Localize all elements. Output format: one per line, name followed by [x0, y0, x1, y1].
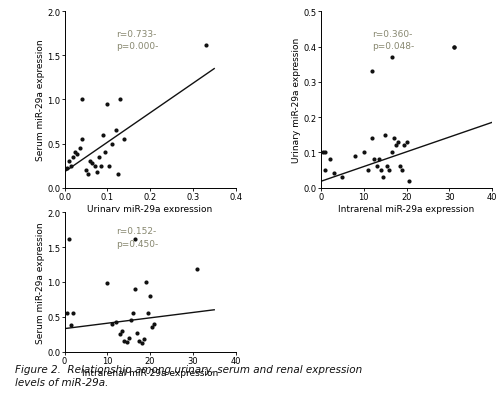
Point [142, 279, 150, 285]
Point [129, 310, 137, 317]
Point [319, 150, 327, 156]
Point [97, 163, 105, 169]
Point [403, 139, 411, 146]
Point [386, 167, 394, 174]
Point [401, 143, 409, 149]
Point [76, 145, 83, 152]
Point [116, 97, 124, 103]
Point [63, 166, 71, 172]
Point [148, 324, 156, 330]
Point [90, 163, 98, 169]
X-axis label: Urinary miR-29a expression: Urinary miR-29a expression [87, 204, 213, 213]
Point [140, 336, 148, 342]
Point [450, 44, 458, 51]
Point [377, 167, 385, 174]
Point [381, 132, 389, 139]
Point [450, 44, 458, 51]
Point [351, 153, 359, 160]
Point [330, 171, 338, 178]
Point [138, 340, 146, 347]
Point [360, 150, 368, 156]
Point [368, 69, 376, 75]
Point [65, 236, 73, 243]
Point [338, 174, 346, 181]
Point [375, 157, 383, 163]
Point [112, 128, 120, 134]
Point [405, 178, 413, 184]
Point [72, 150, 80, 156]
Point [78, 137, 85, 143]
Point [133, 330, 141, 336]
Point [63, 310, 71, 317]
Point [69, 310, 77, 317]
Point [65, 158, 73, 165]
Point [364, 167, 372, 174]
Point [88, 160, 96, 167]
Point [144, 310, 152, 317]
Point [105, 163, 113, 169]
Y-axis label: Serum miR-29a expression: Serum miR-29a expression [36, 222, 45, 343]
Point [388, 150, 396, 156]
Point [108, 321, 116, 327]
Text: r=0.733-
p=0.000-: r=0.733- p=0.000- [116, 30, 158, 51]
Text: r=0.152-
p=0.450-: r=0.152- p=0.450- [116, 227, 158, 248]
Point [67, 163, 75, 169]
Point [326, 157, 333, 163]
Point [114, 172, 122, 178]
Point [108, 141, 116, 147]
Text: r=0.360-
p=0.048-: r=0.360- p=0.048- [372, 30, 414, 51]
Point [368, 136, 376, 142]
Point [322, 150, 330, 156]
Point [86, 158, 94, 165]
Point [67, 322, 75, 328]
Point [371, 157, 379, 163]
Point [193, 266, 201, 273]
Point [116, 331, 124, 338]
Point [95, 154, 103, 161]
Point [131, 236, 139, 243]
X-axis label: Intrarenal miR-29a expression: Intrarenal miR-29a expression [82, 368, 218, 377]
Point [322, 167, 330, 174]
Point [202, 43, 210, 49]
Point [388, 55, 396, 61]
Point [396, 164, 404, 170]
Point [125, 335, 133, 341]
Point [135, 338, 144, 344]
Point [74, 151, 82, 158]
Point [118, 328, 126, 334]
Point [82, 167, 90, 174]
Point [120, 137, 128, 143]
Point [398, 167, 406, 174]
Point [92, 169, 100, 175]
Point [127, 317, 135, 324]
Point [392, 143, 400, 149]
Point [103, 101, 111, 108]
Point [99, 132, 107, 139]
Point [390, 136, 398, 142]
Point [78, 97, 85, 103]
Y-axis label: Serum miR-29a expression: Serum miR-29a expression [36, 40, 45, 161]
Point [394, 139, 402, 146]
X-axis label: Intrarenal miR-29a expression: Intrarenal miR-29a expression [338, 204, 475, 213]
Point [103, 280, 111, 287]
Point [120, 338, 128, 344]
Point [101, 150, 109, 156]
Point [383, 164, 391, 170]
Point [123, 339, 131, 345]
Y-axis label: Urinary miR-29a expression: Urinary miR-29a expression [292, 38, 301, 163]
Point [146, 293, 154, 299]
Point [131, 286, 139, 292]
Text: Figure 2.  Relationship among urinary, serum and renal expression
levels of miR-: Figure 2. Relationship among urinary, se… [15, 364, 362, 387]
Point [112, 319, 120, 326]
Point [379, 174, 387, 181]
Point [84, 172, 92, 178]
Point [151, 321, 159, 327]
Point [373, 164, 381, 170]
Point [69, 154, 77, 161]
